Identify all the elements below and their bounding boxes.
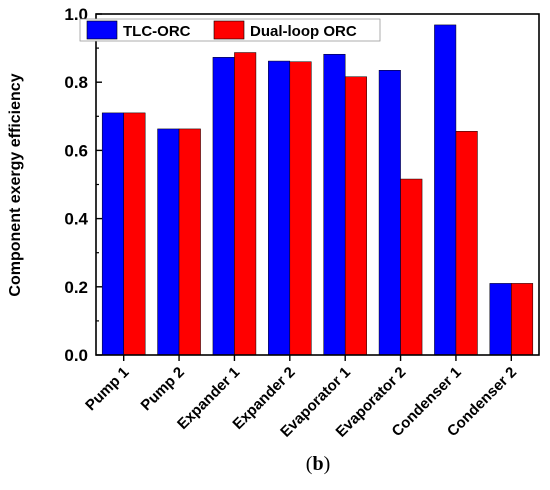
figure-caption: (b) [306,453,330,475]
y-tick-label: 0.8 [64,73,88,92]
bar-tlc-orc [378,70,401,356]
bar-tlc-orc [157,128,180,356]
bar-tlc-orc [434,24,457,356]
x-tick-label: Pump 1 [82,364,132,414]
y-tick-label: 0.2 [64,278,88,297]
legend: TLC-ORC Dual-loop ORC [79,18,381,42]
caption-close-paren: ) [324,453,331,475]
caption-open-paren: ( [306,453,313,475]
bar-dual-loop-orc [400,178,423,356]
x-tick-label: Pump 2 [138,364,188,414]
bar-tlc-orc [268,60,291,356]
y-axis-title: Component exergy efficiency [7,73,24,296]
y-tick-label: 0.6 [64,141,88,160]
bar-tlc-orc [323,53,346,356]
caption-letter: b [312,453,323,475]
y-tick-label: 0.0 [64,346,88,365]
bar-dual-loop-orc [344,76,367,356]
bar-dual-loop-orc [511,283,534,356]
bar-dual-loop-orc [178,128,201,356]
y-axis-ticks: 0.00.20.40.60.81.0 [64,5,102,365]
bar-tlc-orc [212,57,235,356]
legend-label-tlc-orc: TLC-ORC [123,23,191,40]
bar-tlc-orc [101,112,124,356]
bar-dual-loop-orc [234,52,257,356]
y-tick-label: 0.4 [64,210,88,229]
bar-tlc-orc [489,283,512,356]
legend-swatch-dual-loop-orc [213,20,245,40]
bars-group [101,24,534,356]
legend-swatch-tlc-orc [86,20,118,40]
bar-dual-loop-orc [289,61,312,356]
bar-dual-loop-orc [123,112,146,356]
bar-dual-loop-orc [455,131,478,356]
legend-label-dual-loop-orc: Dual-loop ORC [250,23,357,40]
